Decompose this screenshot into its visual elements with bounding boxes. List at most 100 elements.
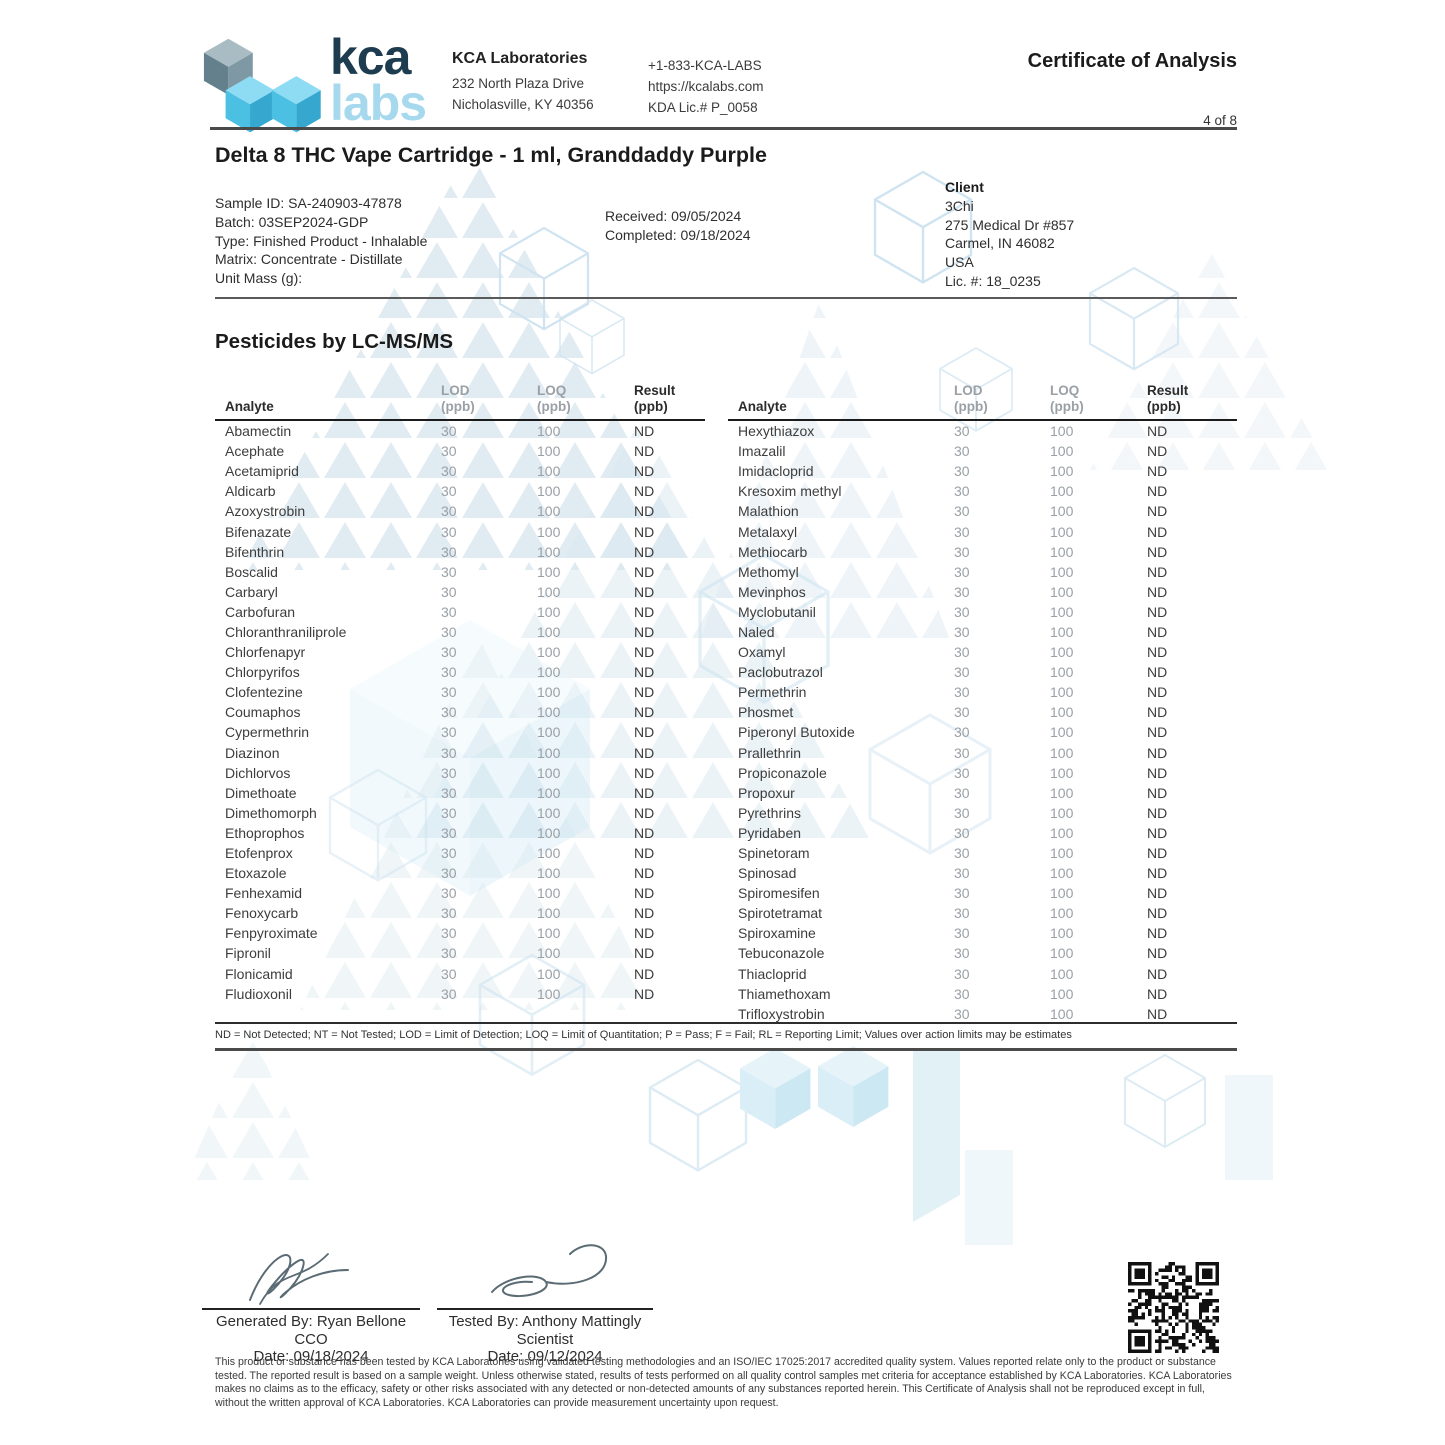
loq-value: 100: [1050, 523, 1074, 540]
result-value: ND: [1147, 603, 1168, 620]
loq-value: 100: [1050, 784, 1074, 801]
result-value: ND: [1147, 885, 1168, 902]
lod-value: 30: [441, 423, 457, 440]
table-row: Spiroxamine 30 100 ND: [728, 923, 1237, 943]
loq-value: 100: [537, 905, 561, 922]
lab-website: https://kcalabs.com: [648, 79, 764, 94]
lod-value: 30: [441, 704, 457, 721]
analyte-name: Abamectin: [225, 423, 292, 440]
table-row: Spinetoram 30 100 ND: [728, 843, 1237, 863]
table-row: Acephate 30 100 ND: [215, 441, 705, 461]
loq-value: 100: [537, 664, 561, 681]
loq-value: 100: [537, 985, 561, 1002]
lod-value: 30: [954, 543, 970, 560]
lod-value: 30: [954, 1005, 970, 1022]
pesticides-table-left: Analyte LOD (ppb) LOQ (ppb) Result (ppb) Ab…: [215, 376, 705, 1004]
table-row: Flonicamid 30 100 ND: [215, 964, 705, 984]
analyte-name: Methomyl: [738, 563, 799, 580]
lod-value: 30: [441, 483, 457, 500]
table-row: Dichlorvos 30 100 ND: [215, 763, 705, 783]
result-value: ND: [634, 443, 655, 460]
table-row: Aldicarb 30 100 ND: [215, 481, 705, 501]
table-row: Fenoxycarb 30 100 ND: [215, 903, 705, 923]
loq-value: 100: [1050, 483, 1074, 500]
pesticides-table-right: Analyte LOD (ppb) LOQ (ppb) Result (ppb) He…: [728, 376, 1237, 1024]
result-value: ND: [634, 623, 655, 640]
result-value: ND: [1147, 704, 1168, 721]
analyte-name: Fenhexamid: [225, 885, 303, 902]
lod-value: 30: [441, 684, 457, 701]
signature-line: [437, 1308, 653, 1310]
lod-value: 30: [954, 423, 970, 440]
table-row: Pyridaben 30 100 ND: [728, 823, 1237, 843]
lod-value: 30: [441, 503, 457, 520]
lod-value: 30: [441, 543, 457, 560]
lod-value: 30: [954, 985, 970, 1002]
result-value: ND: [634, 744, 655, 761]
lod-value: 30: [954, 885, 970, 902]
table-row: Boscalid 30 100 ND: [215, 562, 705, 582]
col-header-result: Result (ppb): [634, 383, 676, 414]
lod-value: 30: [954, 845, 970, 862]
analyte-name: Malathion: [738, 503, 799, 520]
table-row: Cypermethrin 30 100 ND: [215, 722, 705, 742]
result-value: ND: [1147, 925, 1168, 942]
lab-name: KCA Laboratories: [452, 50, 588, 67]
result-value: ND: [634, 905, 655, 922]
result-value: ND: [1147, 644, 1168, 661]
loq-value: 100: [537, 704, 561, 721]
table-bottom-divider: [215, 1022, 1237, 1024]
table-row: Mevinphos 30 100 ND: [728, 582, 1237, 602]
generated-by-signature-block: Generated By: Ryan Bellone CCO Date: 09/…: [202, 1240, 420, 1366]
loq-value: 100: [537, 845, 561, 862]
dates-block: Received: 09/05/2024 Completed: 09/18/20…: [605, 207, 751, 245]
signature-line: [202, 1308, 420, 1310]
table-row: Etoxazole 30 100 ND: [215, 863, 705, 883]
loq-value: 100: [537, 784, 561, 801]
result-value: ND: [1147, 784, 1168, 801]
analyte-name: Fenpyroximate: [225, 925, 318, 942]
loq-value: 100: [537, 443, 561, 460]
analyte-name: Fludioxonil: [225, 985, 292, 1002]
lod-value: 30: [954, 523, 970, 540]
table-row: Clofentezine 30 100 ND: [215, 682, 705, 702]
analyte-name: Trifloxystrobin: [738, 1005, 825, 1022]
col-header-lod: LOD (ppb): [441, 383, 475, 414]
client-license: Lic. #: 18_0235: [945, 272, 1041, 289]
analyte-name: Azoxystrobin: [225, 503, 306, 520]
loq-value: 100: [537, 804, 561, 821]
table-row: Spirotetramat 30 100 ND: [728, 903, 1237, 923]
lod-value: 30: [954, 744, 970, 761]
analyte-name: Pyrethrins: [738, 804, 802, 821]
tested-by-date: Date: 09/12/2024: [487, 1348, 603, 1366]
loq-value: 100: [537, 483, 561, 500]
loq-value: 100: [1050, 623, 1074, 640]
loq-value: 100: [537, 603, 561, 620]
page-number: 4 of 8: [1203, 113, 1237, 128]
loq-value: 100: [537, 684, 561, 701]
lod-value: 30: [954, 563, 970, 580]
table-row: Bifenthrin 30 100 ND: [215, 542, 705, 562]
client-name: 3Chi: [945, 197, 974, 214]
result-value: ND: [1147, 865, 1168, 882]
analyte-name: Carbofuran: [225, 603, 296, 620]
result-value: ND: [1147, 965, 1168, 982]
analyte-name: Coumaphos: [225, 704, 301, 721]
result-value: ND: [1147, 764, 1168, 781]
loq-value: 100: [1050, 764, 1074, 781]
lod-value: 30: [954, 905, 970, 922]
lod-value: 30: [954, 764, 970, 781]
col-header-lod: LOD (ppb): [954, 383, 988, 414]
analyte-name: Aldicarb: [225, 483, 276, 500]
analyte-name: Spirotetramat: [738, 905, 823, 922]
lod-value: 30: [954, 965, 970, 982]
result-value: ND: [634, 543, 655, 560]
lod-value: 30: [441, 804, 457, 821]
loq-value: 100: [537, 764, 561, 781]
result-value: ND: [634, 704, 655, 721]
table-row: Acetamiprid 30 100 ND: [215, 461, 705, 481]
kca-labs-logo-icon: [203, 38, 321, 133]
table-row: Methomyl 30 100 ND: [728, 562, 1237, 582]
lod-value: 30: [441, 905, 457, 922]
lod-value: 30: [441, 744, 457, 761]
